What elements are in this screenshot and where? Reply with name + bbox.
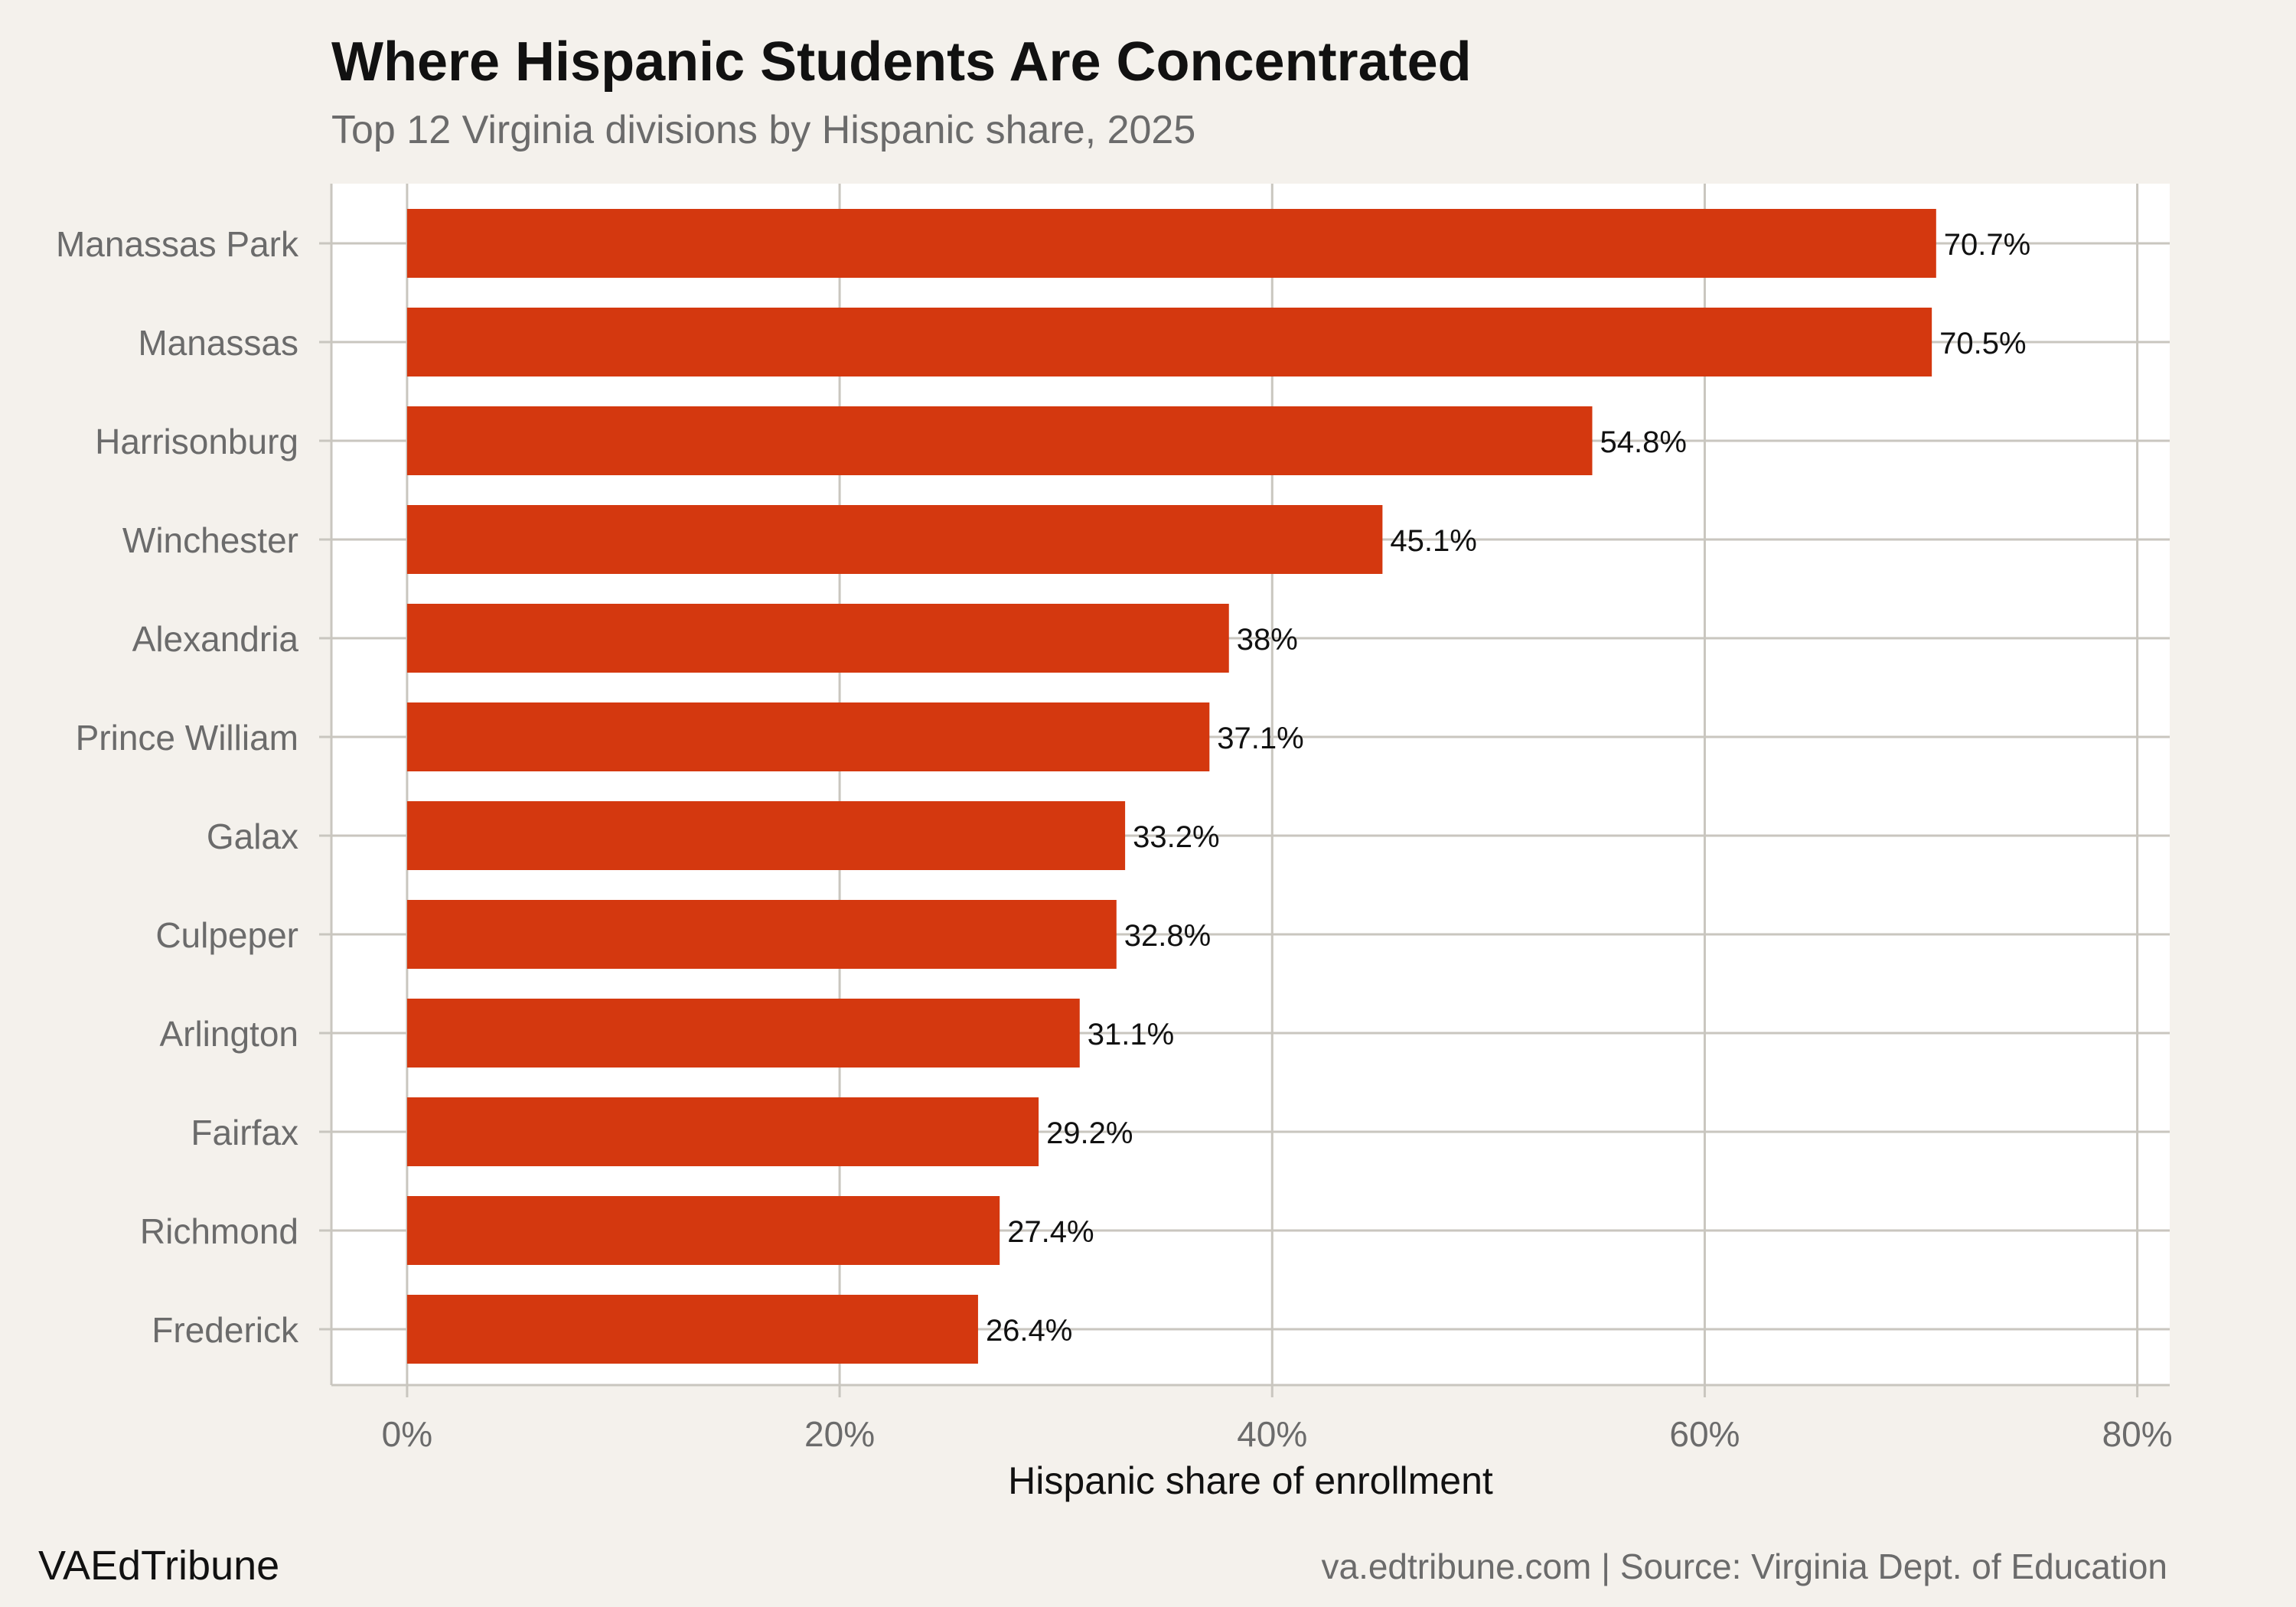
bar [406,1196,1000,1265]
bar [406,209,1936,278]
category-label: Fairfax [191,1113,298,1152]
value-label: 31.1% [1088,1018,1174,1051]
x-tick-label: 40% [1237,1414,1307,1454]
chart-title: Where Hispanic Students Are Concentrated [331,31,1472,93]
value-label: 33.2% [1133,820,1219,854]
x-tick-label: 0% [382,1414,432,1454]
category-label: Arlington [159,1014,298,1054]
bars [406,209,1936,1364]
bar [406,604,1229,673]
value-labels: 70.7% 70.5% 54.8% 45.1% 38% 37.1% 33.2% 32.8% 31… [986,228,2030,1348]
category-label: Frederick [152,1310,299,1350]
value-label: 45.1% [1390,524,1476,558]
bar [406,1097,1039,1166]
chart-subtitle: Top 12 Virginia divisions by Hispanic sh… [331,108,1196,152]
bar [406,1295,978,1364]
category-label: Manassas [138,323,298,363]
value-label: 26.4% [986,1314,1072,1348]
source-credit: va.edtribune.com | Source: Virginia Dept… [1321,1547,2167,1586]
bar [406,406,1593,475]
category-labels: Manassas Park Manassas Harrisonburg Winches… [56,224,299,1350]
bar [406,505,1383,574]
value-label: 37.1% [1217,722,1303,755]
category-label: Alexandria [132,619,299,659]
value-label: 29.2% [1046,1116,1133,1150]
category-label: Galax [207,817,298,856]
x-axis-title: Hispanic share of enrollment [1008,1459,1493,1502]
plot-panel [331,184,2170,1385]
value-label: 70.5% [1939,327,2026,360]
x-tick-label: 20% [804,1414,875,1454]
value-label: 38% [1237,623,1298,657]
value-label: 70.7% [1944,228,2030,262]
bar [406,900,1117,969]
bar [406,308,1932,376]
bar [406,999,1080,1068]
category-label: Prince William [76,718,298,758]
bar [406,801,1126,870]
bar [406,702,1210,771]
category-label: Culpeper [155,915,298,955]
value-label: 54.8% [1600,425,1686,459]
category-label: Harrisonburg [95,422,298,461]
value-label: 27.4% [1007,1215,1094,1249]
x-tick-labels: 0% 20% 40% 60% 80% [382,1414,2173,1454]
category-label: Winchester [122,520,298,560]
x-tick-label: 60% [1669,1414,1740,1454]
brand-logo-text: VAEdTribune [38,1543,280,1589]
category-label: Manassas Park [56,224,299,264]
category-label: Richmond [140,1211,298,1251]
value-label: 32.8% [1124,919,1211,953]
x-tick-label: 80% [2102,1414,2173,1454]
